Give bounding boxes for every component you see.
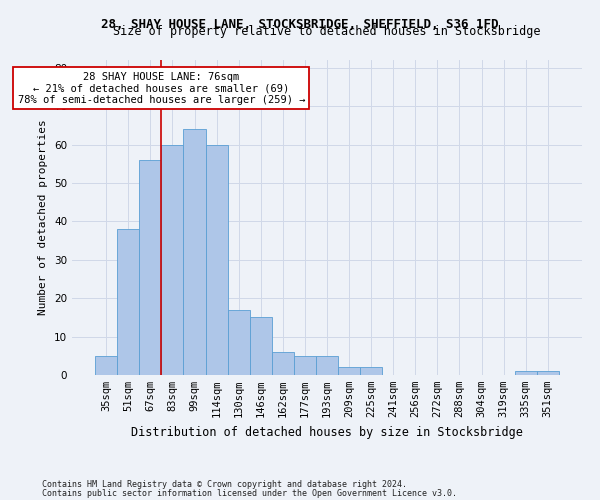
- Bar: [139, 160, 161, 375]
- Bar: [537, 371, 559, 375]
- Text: Contains public sector information licensed under the Open Government Licence v3: Contains public sector information licen…: [42, 490, 457, 498]
- Bar: [294, 356, 316, 375]
- Bar: [272, 352, 294, 375]
- Bar: [316, 356, 338, 375]
- X-axis label: Distribution of detached houses by size in Stocksbridge: Distribution of detached houses by size …: [131, 426, 523, 438]
- Text: 28 SHAY HOUSE LANE: 76sqm
← 21% of detached houses are smaller (69)
78% of semi-: 28 SHAY HOUSE LANE: 76sqm ← 21% of detac…: [17, 72, 305, 104]
- Bar: [250, 318, 272, 375]
- Bar: [515, 371, 537, 375]
- Bar: [338, 368, 360, 375]
- Text: 28, SHAY HOUSE LANE, STOCKSBRIDGE, SHEFFIELD, S36 1FD: 28, SHAY HOUSE LANE, STOCKSBRIDGE, SHEFF…: [101, 18, 499, 30]
- Bar: [227, 310, 250, 375]
- Bar: [360, 368, 382, 375]
- Y-axis label: Number of detached properties: Number of detached properties: [38, 120, 49, 316]
- Bar: [161, 144, 184, 375]
- Bar: [95, 356, 117, 375]
- Bar: [206, 144, 227, 375]
- Bar: [184, 129, 206, 375]
- Title: Size of property relative to detached houses in Stocksbridge: Size of property relative to detached ho…: [113, 25, 541, 38]
- Bar: [117, 229, 139, 375]
- Text: Contains HM Land Registry data © Crown copyright and database right 2024.: Contains HM Land Registry data © Crown c…: [42, 480, 407, 489]
